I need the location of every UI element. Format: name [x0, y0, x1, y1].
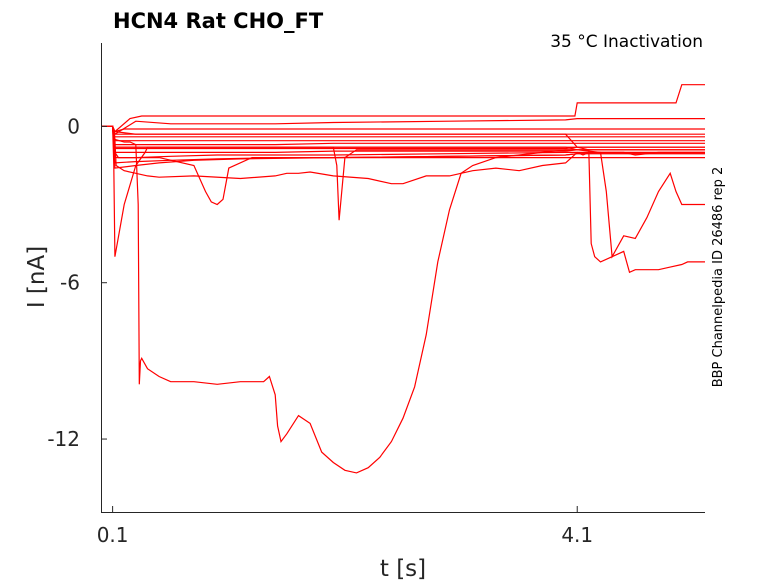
y-tick-label: -6 — [60, 271, 80, 295]
x-axis-label: t [s] — [380, 556, 426, 582]
y-ticks: 0 -6 -12 — [47, 114, 107, 451]
trace-17 — [101, 125, 705, 474]
trace-12 — [101, 84, 705, 133]
side-label: BBP Channelpedia ID 26486 rep 2 — [711, 167, 726, 388]
condition-annotation: 35 °C Inactivation — [550, 32, 703, 52]
x-ticks: 0.1 4.1 — [97, 506, 593, 547]
x-tick-label: 0.1 — [97, 523, 129, 547]
y-tick-label: -12 — [47, 427, 80, 451]
plot-area: 0.1 4.1 0 -6 -12 — [47, 43, 705, 547]
trace-13 — [101, 125, 705, 148]
y-tick-label: 0 — [67, 114, 80, 138]
chart-title: HCN4 Rat CHO_FT — [113, 9, 324, 33]
trace-5 — [101, 125, 705, 146]
y-axis-label: I [nA] — [24, 246, 50, 308]
traces — [101, 84, 705, 474]
x-tick-label: 4.1 — [561, 523, 593, 547]
trace-19 — [101, 125, 705, 259]
trace-1 — [101, 125, 705, 133]
trace-3 — [101, 125, 705, 138]
trace-15 — [101, 125, 705, 206]
